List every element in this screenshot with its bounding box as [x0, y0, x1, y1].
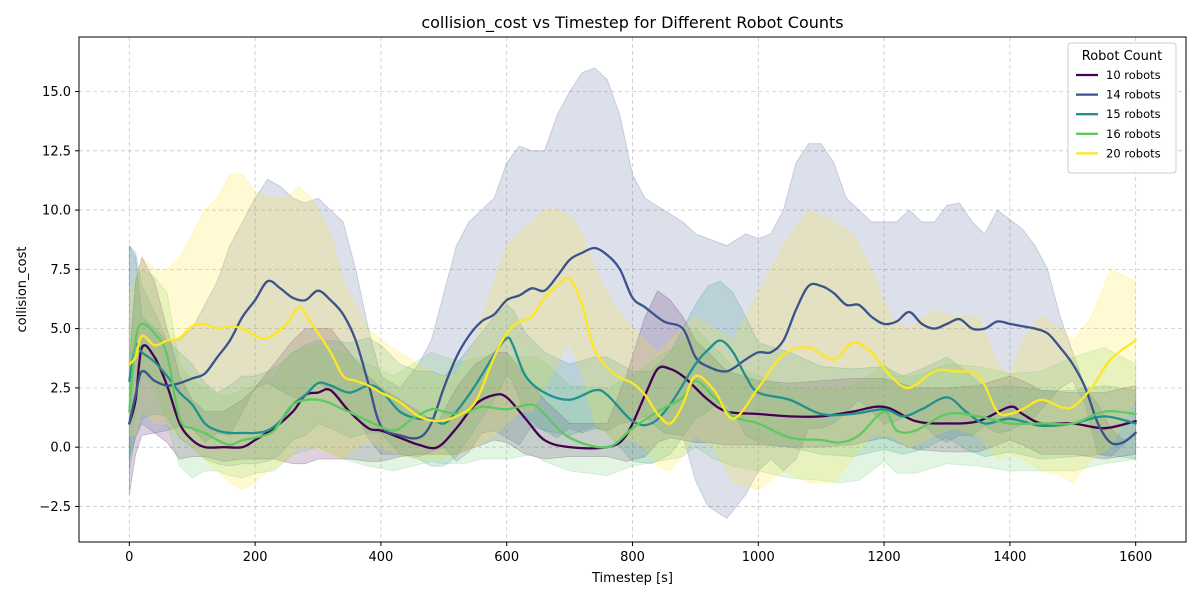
chart-title: collision_cost vs Timestep for Different…: [421, 13, 843, 33]
legend-label: 20 robots: [1106, 146, 1161, 160]
line-14-robots: [128, 246, 1137, 446]
x-tick-label: 600: [494, 550, 519, 565]
x-tick-label: 0: [125, 550, 133, 565]
y-tick-label: 12.5: [42, 144, 71, 159]
x-tick-label: 1600: [1119, 550, 1152, 565]
y-tick-label: 15.0: [42, 85, 71, 100]
band-15-robots: [128, 244, 1137, 471]
band-14-robots: [128, 67, 1137, 519]
y-axis: −2.5 0.0 2.5 5.0 7.5 10.0 12.5 15.0: [39, 85, 79, 515]
x-tick-label: 200: [243, 550, 268, 565]
y-tick-label: 2.5: [50, 381, 71, 396]
line-15-robots: [128, 336, 1137, 435]
legend-label: 10 robots: [1106, 68, 1161, 82]
legend-label: 15 robots: [1106, 107, 1161, 121]
x-tick-label: 800: [620, 550, 645, 565]
line-20-robots: [128, 276, 1137, 425]
legend-label: 16 robots: [1106, 127, 1161, 141]
confidence-bands: [128, 67, 1137, 519]
legend-label: 14 robots: [1106, 88, 1161, 102]
y-tick-label: 7.5: [50, 263, 71, 278]
y-tick-label: −2.5: [39, 500, 71, 515]
series-lines: [128, 246, 1137, 450]
x-axis: 0 200 400 600 800 1000 1200 1400 1600: [125, 542, 1152, 565]
x-axis-label: Timestep [s]: [591, 571, 673, 586]
legend-items: 10 robots 14 robots 15 robots 16 robots 20 r…: [1076, 68, 1161, 160]
legend-title: Robot Count: [1082, 49, 1162, 64]
y-axis-label: collision_cost: [15, 247, 30, 333]
y-tick-label: 5.0: [50, 322, 71, 337]
x-tick-label: 1400: [993, 550, 1026, 565]
line-16-robots: [128, 322, 1137, 449]
x-tick-label: 1200: [868, 550, 901, 565]
x-tick-label: 1000: [742, 550, 775, 565]
y-tick-label: 10.0: [42, 204, 71, 219]
x-tick-label: 400: [368, 550, 393, 565]
y-tick-label: 0.0: [50, 441, 71, 456]
band-10-robots: [128, 256, 1137, 495]
